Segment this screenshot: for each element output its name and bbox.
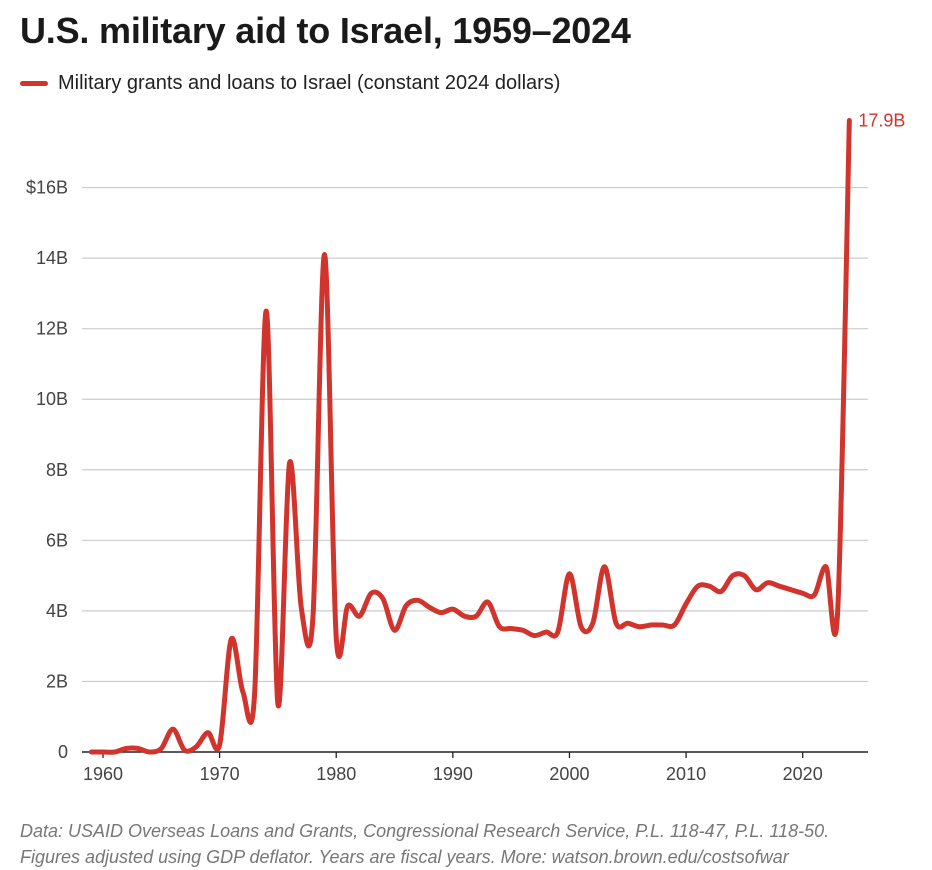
line-chart: 0 2B 4B 6B 8B 10B 12B 14B $16B 1960 1970 1980 1990 20… [26, 111, 905, 784]
y-tick-label: 6B [46, 530, 68, 550]
y-tick-label: 2B [46, 671, 68, 691]
legend: Military grants and loans to Israel (con… [20, 72, 560, 95]
y-tick-label: 10B [36, 389, 68, 409]
x-tick-label: 2020 [783, 764, 823, 784]
y-tick-label: 14B [36, 248, 68, 268]
source-note-line-2: Figures adjusted using GDP deflator. Yea… [20, 847, 789, 867]
y-tick-label: 12B [36, 319, 68, 339]
x-tick-label: 1960 [83, 764, 123, 784]
y-tick-label: 4B [46, 601, 68, 621]
y-tick-label: 8B [46, 460, 68, 480]
x-tick-label: 2010 [666, 764, 706, 784]
chart-title: U.S. military aid to Israel, 1959–2024 [20, 10, 631, 51]
end-value-label: 17.9B [858, 111, 905, 131]
legend-label: Military grants and loans to Israel (con… [58, 72, 561, 94]
legend-swatch [20, 81, 48, 86]
y-tick-label: 0 [58, 742, 68, 762]
x-tick-label: 1980 [316, 764, 356, 784]
series-line [88, 118, 852, 755]
source-note: Data: USAID Overseas Loans and Grants, C… [20, 818, 829, 870]
x-tick-label: 1970 [200, 764, 240, 784]
x-tick-label: 1990 [433, 764, 473, 784]
y-tick-label: $16B [26, 178, 68, 198]
source-note-line-1: Data: USAID Overseas Loans and Grants, C… [20, 821, 830, 841]
x-tick-label: 2000 [549, 764, 589, 784]
